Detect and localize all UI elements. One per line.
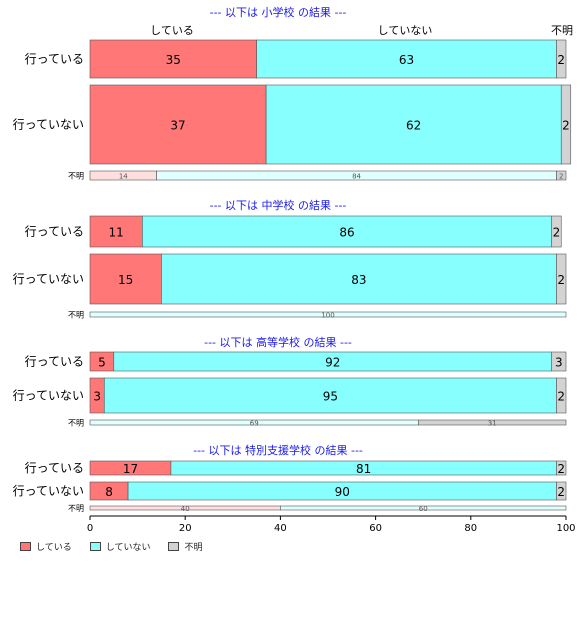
row-label: 不明 — [68, 311, 84, 320]
bar-segment — [551, 215, 562, 248]
data-label: 5 — [98, 356, 106, 370]
legend-label-not-doing: していない — [105, 543, 151, 553]
row-label: 不明 — [68, 172, 84, 181]
bar-segment — [89, 311, 567, 318]
row-label: 行っていない — [13, 272, 84, 286]
legend-label-unknown: 不明 — [184, 543, 203, 553]
bar-segment — [89, 215, 143, 248]
row-label: 行っていない — [13, 389, 84, 403]
legend: している していない 不明 — [20, 540, 202, 553]
bar-segment — [560, 84, 572, 165]
x-tick-label: 60 — [369, 523, 382, 534]
data-label: 90 — [335, 485, 350, 499]
data-label: 11 — [109, 226, 124, 240]
header-label: 不明 — [551, 24, 573, 37]
legend-swatch-not-doing — [89, 542, 101, 551]
data-label: 2 — [562, 119, 570, 133]
bar-segment — [556, 377, 567, 414]
row-label: 行っていない — [13, 484, 84, 498]
data-label: 2 — [557, 390, 565, 404]
bar-segment — [551, 351, 567, 372]
data-label: 3 — [555, 356, 563, 370]
bar-segment — [103, 377, 557, 414]
panel-title: --- 以下は 高等学校 の結果 --- — [204, 335, 352, 349]
bar-segment — [556, 481, 567, 501]
data-label: 69 — [250, 420, 259, 428]
data-label: 35 — [166, 53, 181, 67]
bar-segment — [556, 170, 567, 181]
bar-segment — [280, 505, 567, 511]
data-label: 14 — [119, 173, 128, 181]
row-label: 不明 — [68, 419, 84, 428]
x-tick-label: 20 — [179, 523, 192, 534]
bar-segment — [418, 419, 567, 426]
data-label: 2 — [557, 273, 565, 287]
data-label: 81 — [356, 462, 371, 476]
x-tick-label: 0 — [87, 523, 93, 534]
bar-segment — [89, 39, 257, 79]
data-label: 62 — [406, 119, 421, 133]
bar-segment — [142, 215, 553, 248]
row-label: 不明 — [68, 504, 84, 513]
data-label: 31 — [488, 420, 497, 428]
bar-segment — [556, 253, 567, 305]
data-label: 60 — [419, 505, 428, 513]
panel-title: --- 以下は 特別支援学校 の結果 --- — [193, 443, 363, 457]
bar-segment — [89, 84, 267, 165]
data-label: 2 — [559, 173, 563, 181]
x-tick-label: 40 — [274, 523, 287, 534]
data-label: 2 — [557, 485, 565, 499]
data-label: 2 — [553, 226, 561, 240]
row-label: 行っている — [25, 52, 84, 66]
data-label: 3 — [93, 390, 101, 404]
data-label: 83 — [351, 273, 366, 287]
data-label: 37 — [170, 119, 185, 133]
header-label: している — [150, 24, 194, 37]
bar-segment — [265, 84, 562, 165]
legend-item-unknown: 不明 — [168, 540, 202, 553]
legend-label-doing: している — [36, 543, 72, 553]
legend-item-doing: している — [20, 540, 72, 553]
data-label: 15 — [118, 273, 133, 287]
data-label: 84 — [352, 173, 361, 181]
legend-swatch-unknown — [168, 542, 180, 551]
legend-swatch-doing — [20, 542, 31, 551]
bar-segment — [556, 39, 567, 79]
data-label: 86 — [339, 226, 354, 240]
row-label: 行っている — [25, 461, 84, 475]
data-label: 2 — [557, 462, 565, 476]
row-label: 行っている — [25, 225, 84, 239]
data-label: 63 — [399, 53, 414, 67]
x-tick-label: 100 — [556, 523, 575, 534]
row-label: 行っている — [25, 355, 84, 369]
data-label: 2 — [557, 53, 565, 67]
header-label: していない — [378, 24, 433, 37]
x-tick-label: 80 — [464, 523, 477, 534]
legend-item-not-doing: していない — [89, 540, 151, 553]
bar-segment — [161, 253, 557, 305]
panel-title: --- 以下は 小学校 の結果 --- — [210, 5, 347, 19]
row-label: 行っていない — [13, 118, 84, 132]
data-label: 8 — [105, 485, 113, 499]
data-label: 92 — [325, 356, 340, 370]
data-label: 17 — [123, 462, 138, 476]
data-label: 100 — [321, 312, 334, 320]
data-label: 40 — [181, 505, 190, 513]
panel-title: --- 以下は 中学校 の結果 --- — [210, 198, 347, 212]
bar-segment — [556, 460, 567, 476]
data-label: 95 — [323, 390, 338, 404]
bar-segment — [256, 39, 557, 79]
bar-segment — [89, 253, 162, 305]
